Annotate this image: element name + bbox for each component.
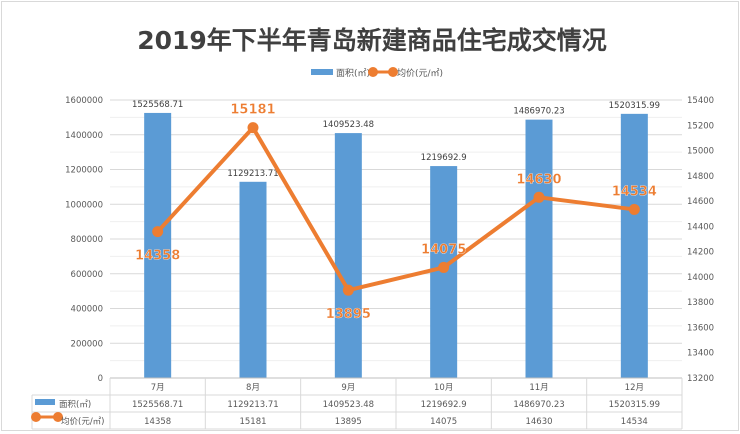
table-bar-label: 面积(㎡) <box>59 399 91 410</box>
price-point <box>152 226 164 238</box>
right-axis-tick: 15200 <box>687 121 714 131</box>
legend-bar-label: 面积(㎡) <box>336 67 370 79</box>
price-point <box>247 122 259 134</box>
left-axis-tick: 1200000 <box>65 166 103 176</box>
chart-title: 2019年下半年青岛新建商品住宅成交情况 <box>137 26 607 55</box>
table-line-label: 均价(元/㎡) <box>61 416 105 427</box>
table-price-value: 13895 <box>335 417 362 427</box>
price-data-label: 15181 <box>230 103 275 118</box>
right-axis-tick: 13200 <box>687 374 714 384</box>
price-point <box>628 203 640 215</box>
left-axis-tick: 1600000 <box>65 96 103 106</box>
price-data-label: 14630 <box>516 172 561 187</box>
table-area-value: 1129213.71 <box>227 400 278 410</box>
table-price-value: 14075 <box>430 417 457 427</box>
bar <box>620 113 648 379</box>
right-axis-tick: 15400 <box>687 96 714 106</box>
right-axis-tick: 14800 <box>687 172 714 182</box>
right-axis-tick: 13800 <box>687 298 714 308</box>
category-label: 9月 <box>341 383 355 393</box>
right-axis-tick: 14200 <box>687 248 714 258</box>
table-line-marker <box>53 412 63 422</box>
left-axis-tick: 1400000 <box>65 131 103 141</box>
left-axis-tick: 800000 <box>71 235 103 245</box>
legend-bar-swatch <box>311 69 333 75</box>
price-data-label: 14075 <box>421 242 466 257</box>
price-data-label: 14358 <box>135 249 180 264</box>
left-axis-tick: 0 <box>98 374 103 384</box>
price-point <box>342 284 354 296</box>
category-label: 10月 <box>434 383 453 393</box>
price-line <box>156 125 635 293</box>
bar-data-label: 1525568.71 <box>132 100 183 110</box>
right-axis-tick: 14600 <box>687 197 714 207</box>
table-area-value: 1520315.99 <box>609 400 660 410</box>
table-area-value: 1409523.48 <box>323 400 374 410</box>
table-area-value: 1486970.23 <box>513 400 564 410</box>
bar-data-label: 1219692.9 <box>421 153 467 163</box>
table-bar-swatch <box>35 399 55 405</box>
legend-line-label: 均价(元/㎡) <box>397 67 443 79</box>
category-label: 12月 <box>625 383 644 393</box>
right-axis-tick: 13600 <box>687 323 714 333</box>
price-data-label: 14534 <box>612 184 657 199</box>
table-price-value: 15181 <box>239 417 266 427</box>
category-label: 11月 <box>529 383 548 393</box>
table-area-value: 1525568.71 <box>132 400 183 410</box>
price-point <box>533 191 545 203</box>
bar-data-label: 1409523.48 <box>323 120 374 130</box>
price-point <box>438 261 450 273</box>
legend-line-marker <box>368 67 378 77</box>
left-axis-tick: 1000000 <box>65 200 103 210</box>
price-data-label: 13895 <box>326 307 371 322</box>
bar <box>334 133 362 378</box>
bar <box>144 112 172 378</box>
table-price-value: 14358 <box>144 417 171 427</box>
bar-data-label: 1520315.99 <box>609 101 660 111</box>
category-label: 7月 <box>151 383 165 393</box>
legend-line-marker <box>388 67 398 77</box>
bar <box>525 119 553 379</box>
table-area-value: 1219692.9 <box>421 400 467 410</box>
left-axis-tick: 200000 <box>71 339 103 349</box>
right-axis-tick: 14400 <box>687 222 714 232</box>
left-axis-tick: 600000 <box>71 270 103 280</box>
table-price-value: 14534 <box>621 417 648 427</box>
right-axis-tick: 14000 <box>687 273 714 283</box>
bar-data-label: 1486970.23 <box>513 107 564 117</box>
table-line-marker <box>31 412 41 422</box>
bar-data-label: 1129213.71 <box>227 169 278 179</box>
left-axis-tick: 400000 <box>71 305 103 315</box>
table-price-value: 14630 <box>525 417 552 427</box>
right-axis-tick: 15000 <box>687 147 714 157</box>
bar <box>239 181 267 378</box>
category-label: 8月 <box>246 383 260 393</box>
right-axis-tick: 13400 <box>687 349 714 359</box>
